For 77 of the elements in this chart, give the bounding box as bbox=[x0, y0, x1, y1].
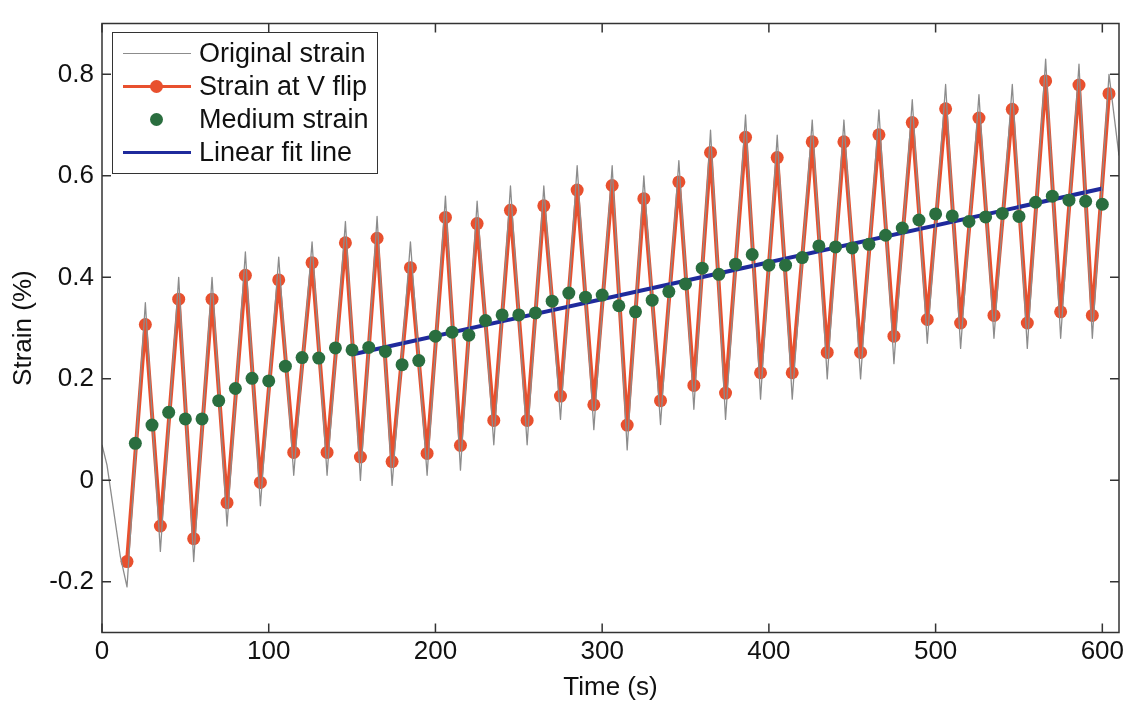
point bbox=[729, 257, 743, 271]
point bbox=[929, 207, 943, 221]
point bbox=[228, 381, 242, 395]
point bbox=[428, 329, 442, 343]
point bbox=[845, 241, 859, 255]
legend-label: Strain at V flip bbox=[199, 69, 368, 103]
point bbox=[829, 240, 843, 254]
point bbox=[679, 277, 693, 291]
y-tick-label: 0 bbox=[79, 463, 94, 494]
point bbox=[562, 286, 576, 300]
y-tick-label: 0.4 bbox=[57, 260, 94, 291]
point bbox=[295, 351, 309, 365]
point bbox=[662, 285, 676, 299]
x-axis-title: Time (s) bbox=[563, 670, 658, 701]
point bbox=[712, 267, 726, 281]
point bbox=[445, 325, 459, 339]
point bbox=[362, 340, 376, 354]
point bbox=[695, 261, 709, 275]
point bbox=[328, 341, 342, 355]
point bbox=[212, 394, 226, 408]
point bbox=[378, 344, 392, 358]
point bbox=[178, 412, 192, 426]
point bbox=[545, 294, 559, 308]
x-tick-label: 300 bbox=[580, 635, 624, 666]
x-tick-label: 500 bbox=[913, 635, 958, 666]
point bbox=[645, 293, 659, 307]
point bbox=[462, 328, 476, 342]
point bbox=[629, 305, 643, 319]
point bbox=[779, 258, 793, 272]
point bbox=[312, 351, 326, 365]
point bbox=[1079, 194, 1093, 208]
legend-label: Linear fit line bbox=[199, 135, 353, 169]
x-tick-label: 400 bbox=[747, 635, 791, 666]
point bbox=[979, 210, 993, 224]
y-tick-label: 0.2 bbox=[57, 362, 94, 393]
point bbox=[595, 288, 609, 302]
point bbox=[245, 371, 259, 385]
legend-label: Original strain bbox=[199, 36, 366, 70]
point bbox=[512, 308, 526, 322]
point bbox=[962, 215, 976, 229]
x-tick-label: 600 bbox=[1080, 635, 1125, 666]
point bbox=[128, 436, 142, 450]
y-axis-title: Strain (%) bbox=[6, 270, 37, 386]
point bbox=[1095, 197, 1109, 211]
point bbox=[395, 358, 409, 372]
point bbox=[1062, 193, 1076, 207]
legend-label: Medium strain bbox=[199, 102, 369, 136]
point bbox=[1045, 189, 1059, 203]
point bbox=[895, 221, 909, 235]
point bbox=[745, 248, 759, 262]
point bbox=[795, 251, 809, 265]
point bbox=[262, 374, 276, 388]
point bbox=[345, 343, 359, 357]
x-tick-label: 200 bbox=[413, 635, 458, 666]
point bbox=[862, 237, 876, 251]
point bbox=[478, 313, 492, 327]
y-tick-label: -0.2 bbox=[49, 565, 94, 596]
point bbox=[945, 209, 959, 223]
point bbox=[195, 412, 209, 426]
point bbox=[278, 359, 292, 373]
y-tick-label: 0.6 bbox=[57, 159, 94, 190]
point bbox=[1029, 195, 1043, 209]
point bbox=[412, 354, 426, 368]
point bbox=[812, 239, 826, 253]
point bbox=[528, 306, 542, 320]
point bbox=[495, 308, 509, 322]
point bbox=[145, 418, 159, 432]
point bbox=[162, 405, 176, 419]
point bbox=[762, 258, 776, 272]
point bbox=[879, 228, 893, 242]
point bbox=[1012, 209, 1026, 223]
point bbox=[612, 299, 626, 313]
x-tick-label: 100 bbox=[247, 635, 291, 666]
y-tick-label: 0.8 bbox=[57, 57, 94, 88]
point bbox=[912, 213, 926, 227]
point bbox=[578, 290, 592, 304]
point bbox=[995, 206, 1009, 220]
